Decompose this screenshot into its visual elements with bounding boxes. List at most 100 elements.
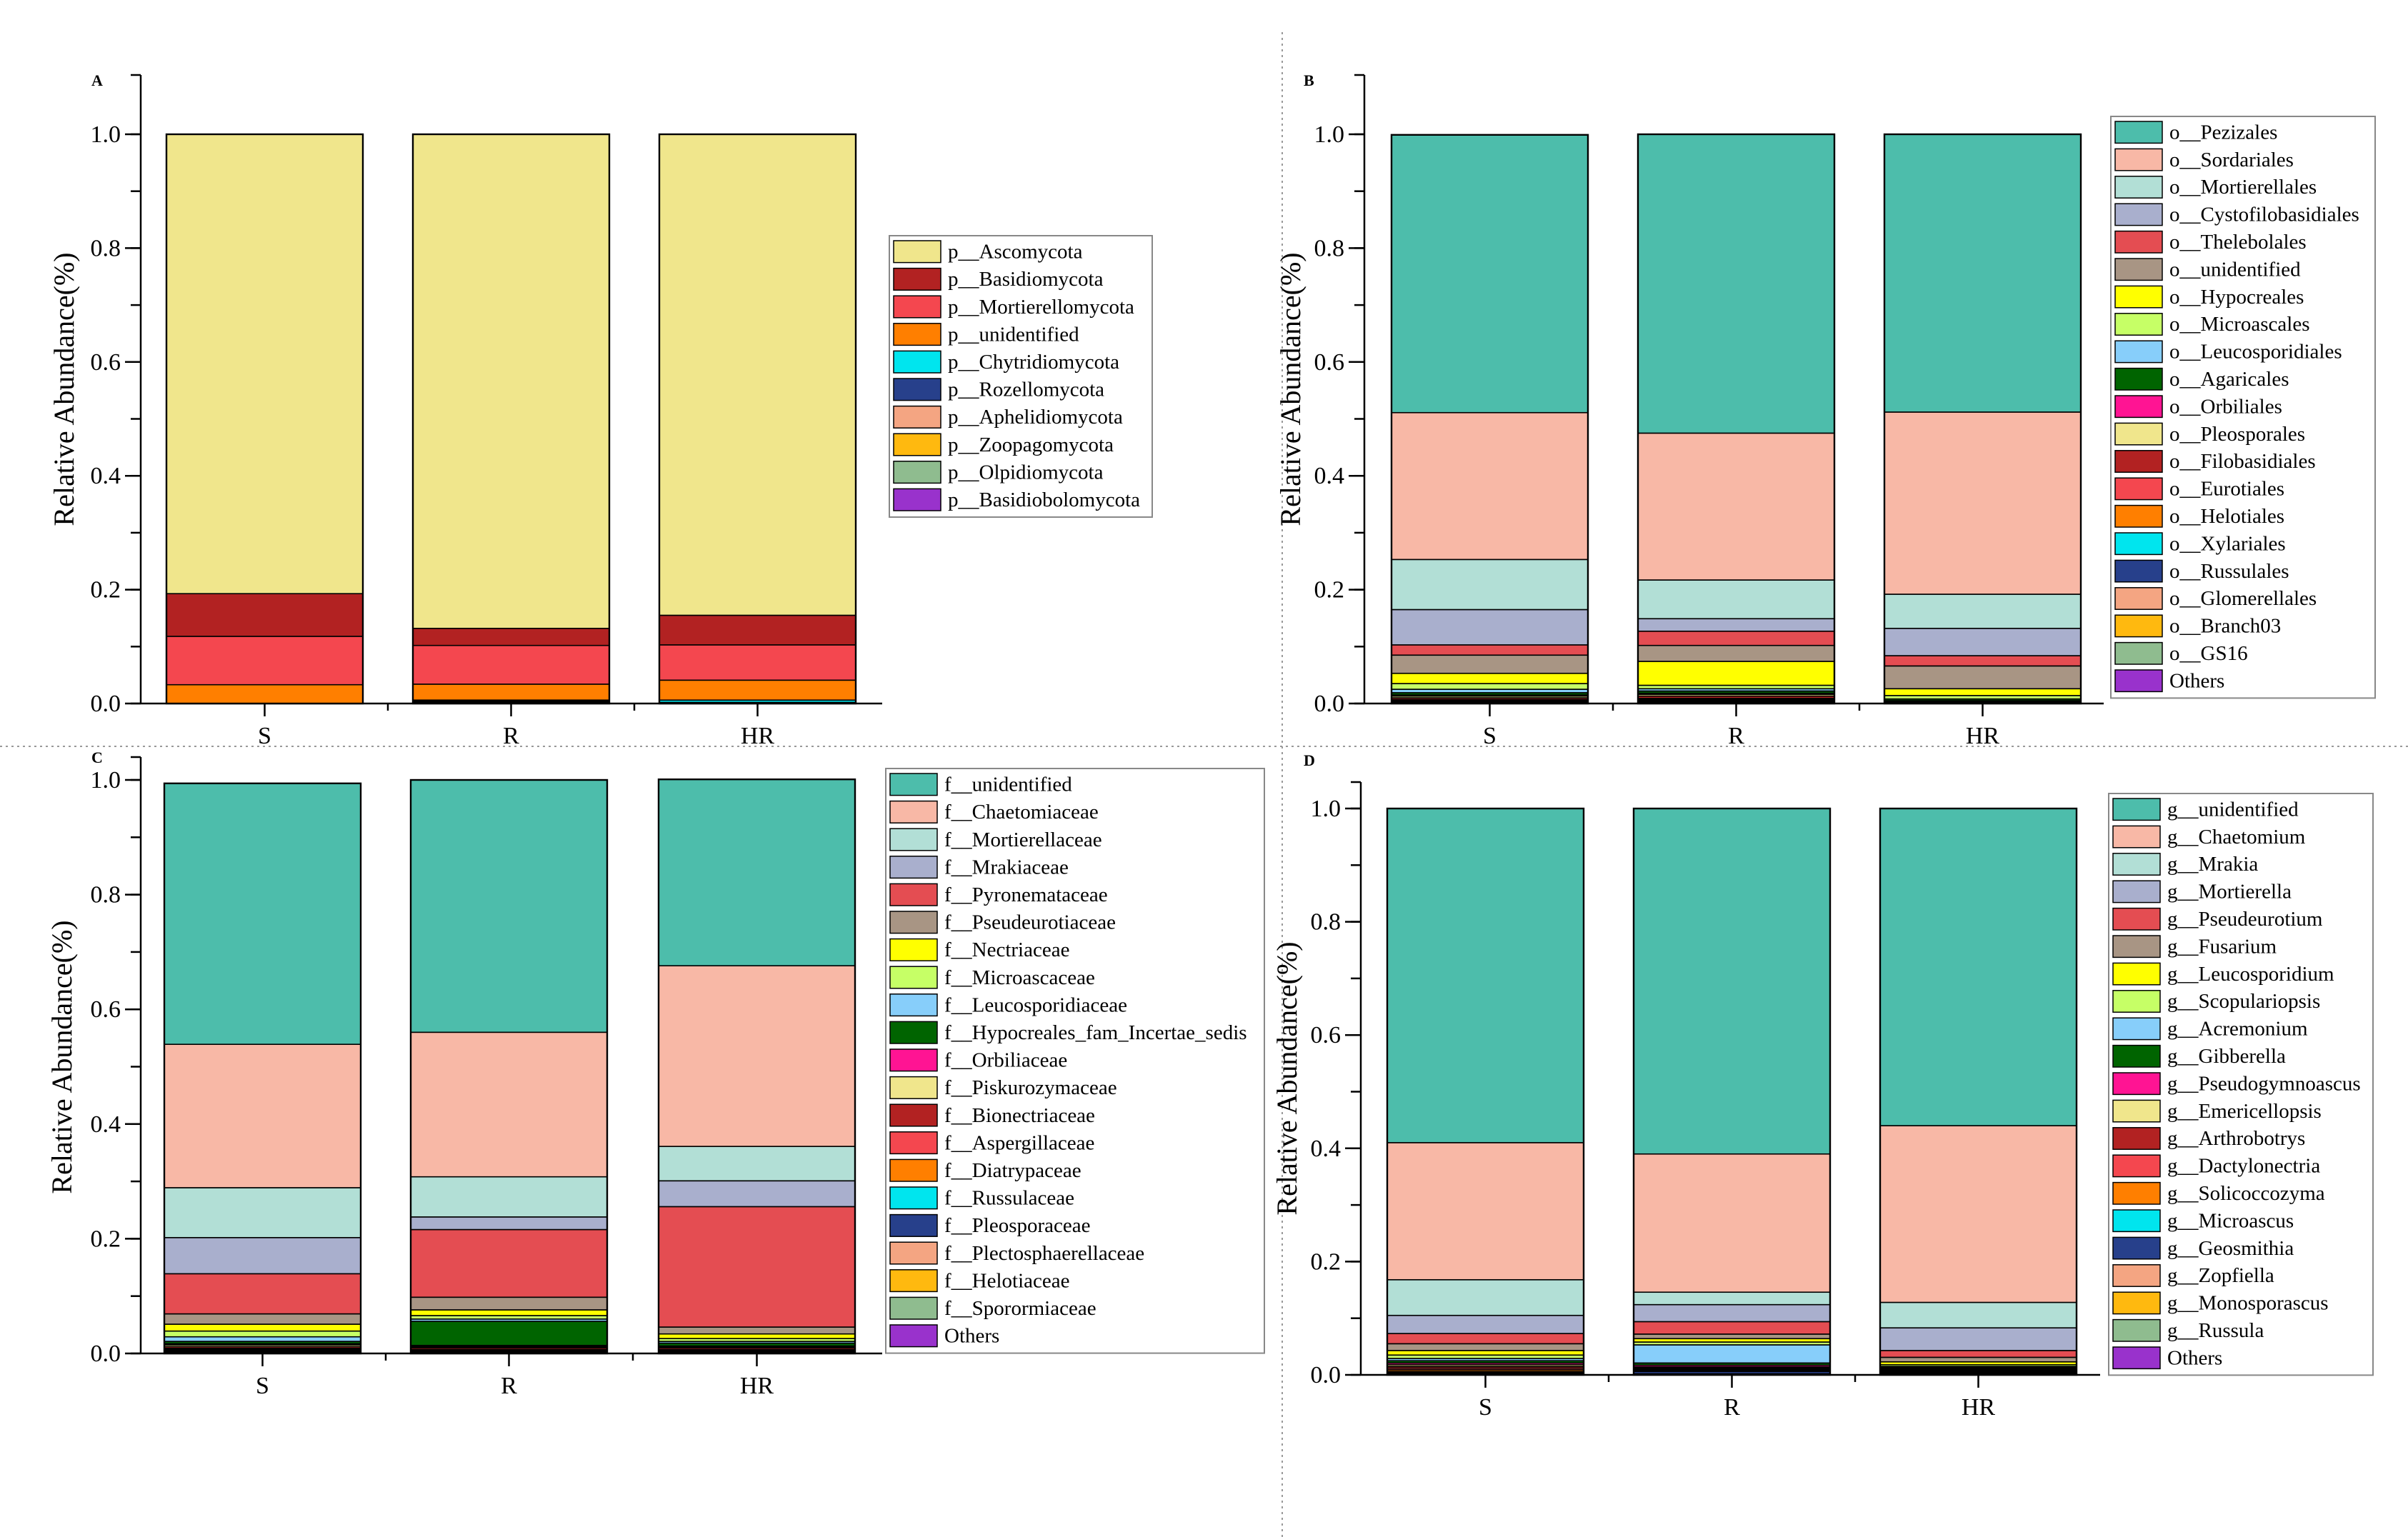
y-tick-label: 0.4 xyxy=(1314,463,1345,489)
bar-segment-f-nectriaceae xyxy=(658,1333,856,1339)
legend-item-g-chaetomium: g__Chaetomium xyxy=(2112,825,2306,848)
bar-stack-hr xyxy=(1883,133,2082,705)
legend-label: g__Scopulariopsis xyxy=(2167,990,2320,1013)
y-tick-label: 0.4 xyxy=(1311,1136,1342,1162)
bar-segment-f-pyronemataceae xyxy=(658,1206,856,1328)
legend-label: g__Pseudeurotium xyxy=(2167,908,2323,931)
legend-swatch xyxy=(2114,203,2163,226)
legend-item-o-glomerellales: o__Glomerellales xyxy=(2114,587,2317,610)
legend-item-o-orbiliales: o__Orbiliales xyxy=(2114,395,2282,418)
legend-label: o__Agaricales xyxy=(2169,368,2289,391)
legend-item-p-aphelidiomycota: p__Aphelidiomycota xyxy=(893,405,1123,429)
panel-letter: D xyxy=(1304,751,1315,769)
bar-segment-p-mortierellomycota xyxy=(659,644,856,681)
legend-swatch xyxy=(889,883,938,906)
legend-label: f__unidentified xyxy=(944,773,1072,796)
legend-label: o__Microascales xyxy=(2169,313,2310,336)
legend-swatch xyxy=(2114,532,2163,556)
legend-item-f-microascaceae: f__Microascaceae xyxy=(889,966,1095,989)
legend-swatch xyxy=(2114,669,2163,693)
x-tick-label: HR xyxy=(1962,1394,1996,1421)
legend-item-f-orbiliaceae: f__Orbiliaceae xyxy=(889,1048,1067,1072)
legend-swatch xyxy=(2112,798,2161,821)
legend-label: p__Basidiomycota xyxy=(948,268,1104,291)
legend-label: f__Helotiaceae xyxy=(944,1269,1070,1292)
legend-swatch xyxy=(2114,559,2163,583)
legend-item-f-mrakiaceae: f__Mrakiaceae xyxy=(889,856,1069,879)
legend-item-f-hypocreales-fam-incertae-sedis: f__Hypocreales_fam_Incertae_sedis xyxy=(889,1021,1247,1044)
legend-swatch xyxy=(2112,907,2161,931)
legend-swatch xyxy=(889,773,938,796)
legend-item-f-helotiaceae: f__Helotiaceae xyxy=(889,1269,1070,1292)
legend-swatch xyxy=(889,856,938,879)
legend-swatch xyxy=(2112,1346,2161,1370)
legend-label: p__Basidiobolomycota xyxy=(948,489,1140,511)
x-tick-label: R xyxy=(501,1373,517,1399)
y-tick-label: 0.6 xyxy=(1314,349,1345,376)
legend-label: o__Xylariales xyxy=(2169,532,2286,555)
legend-label: f__Mortierellaceae xyxy=(944,828,1102,851)
legend-swatch xyxy=(889,938,938,961)
panel-b: B Relative Abundance(%) 0.0 0.2 0.4 0.6 0.8 1.0… xyxy=(1274,71,2376,749)
legend-swatch xyxy=(2112,1264,2161,1287)
bar-segment-o-sordariales xyxy=(1637,432,1835,581)
bar-segment-o-hypocreales xyxy=(1391,672,1589,684)
legend-swatch xyxy=(2112,1072,2161,1096)
bar-segment-g-mortierella xyxy=(1387,1314,1584,1334)
legend-swatch xyxy=(2114,614,2163,638)
legend-item-o-agaricales: o__Agaricales xyxy=(2114,367,2289,391)
x-tick-label: S xyxy=(1479,1394,1492,1421)
y-tick-label: 1.0 xyxy=(1314,121,1345,148)
bar-segment-g-chaetomium xyxy=(1879,1125,2077,1303)
bar-segment-g-fusarium xyxy=(1633,1333,1831,1340)
bar-stack-r xyxy=(1637,133,1836,705)
legend-label: f__Diatrypaceae xyxy=(944,1159,1081,1182)
legend-swatch xyxy=(893,323,941,346)
legend-item-g-solicoccozyma: g__Solicoccozyma xyxy=(2112,1181,2325,1205)
y-tick-label: 0.6 xyxy=(1311,1022,1342,1048)
bar-segment-f-hypocreales-fam-incertae-sedis xyxy=(410,1321,608,1346)
bar-segment-o-unidentified xyxy=(1884,665,2082,690)
legend-label: p__Chytridiomycota xyxy=(948,351,1119,374)
legend-item-o-mortierellales: o__Mortierellales xyxy=(2114,176,2317,199)
legend-item-o-helotiales: o__Helotiales xyxy=(2114,504,2284,528)
legend-item-f-pseudeurotiaceae: f__Pseudeurotiaceae xyxy=(889,911,1116,934)
bar-segment-o-cystofilobasidiales xyxy=(1391,609,1589,646)
legend-label: f__Piskurozymaceae xyxy=(944,1076,1117,1099)
legend-item-o-cystofilobasidiales: o__Cystofilobasidiales xyxy=(2114,203,2359,226)
legend-item-p-olpidiomycota: p__Olpidiomycota xyxy=(893,461,1104,484)
legend-item-others: Others xyxy=(889,1324,999,1348)
y-tick-label: 0.4 xyxy=(91,1111,121,1138)
legend-swatch xyxy=(889,1103,938,1127)
legend-swatch xyxy=(2114,367,2163,391)
bar-segment-f-mortierellaceae xyxy=(658,1146,856,1182)
legend-label: g__Mortierella xyxy=(2167,881,2292,903)
y-tick-label: 1.0 xyxy=(91,121,121,148)
legend-item-p-basidiobolomycota: p__Basidiobolomycota xyxy=(893,488,1140,511)
bar-segment-f-pyronemataceae xyxy=(164,1273,361,1315)
legend-swatch xyxy=(893,267,941,291)
legend-swatch xyxy=(889,1021,938,1044)
bar-segment-f-mrakiaceae xyxy=(164,1236,361,1275)
bar-stack-s xyxy=(165,133,364,705)
legend-swatch xyxy=(2112,1154,2161,1178)
legend-item-o-xylariales: o__Xylariales xyxy=(2114,532,2286,556)
legend-label: p__Aphelidiomycota xyxy=(948,406,1123,429)
legend-label: f__Mrakiaceae xyxy=(944,856,1069,878)
legend-swatch xyxy=(2112,1099,2161,1123)
legend-swatch xyxy=(889,1158,938,1182)
y-tick-label: 0.2 xyxy=(1314,577,1345,604)
bar-segment-g-pseudeurotium xyxy=(1387,1333,1584,1345)
legend-swatch xyxy=(893,405,941,429)
legend-label: f__Nectriaceae xyxy=(944,938,1069,961)
bar-segment-o-cystofilobasidiales xyxy=(1637,618,1835,632)
bar-segment-o-unidentified xyxy=(1637,644,1835,662)
legend-item-f-mortierellaceae: f__Mortierellaceae xyxy=(889,828,1102,851)
legend-item-o-leucosporidiales: o__Leucosporidiales xyxy=(2114,340,2342,364)
bar-segment-f-mortierellaceae xyxy=(164,1187,361,1238)
legend-item-g-gibberella: g__Gibberella xyxy=(2112,1044,2286,1068)
legend-swatch xyxy=(2112,1181,2161,1205)
legend-swatch xyxy=(889,800,938,823)
bar-segment-f-mrakiaceae xyxy=(658,1180,856,1208)
